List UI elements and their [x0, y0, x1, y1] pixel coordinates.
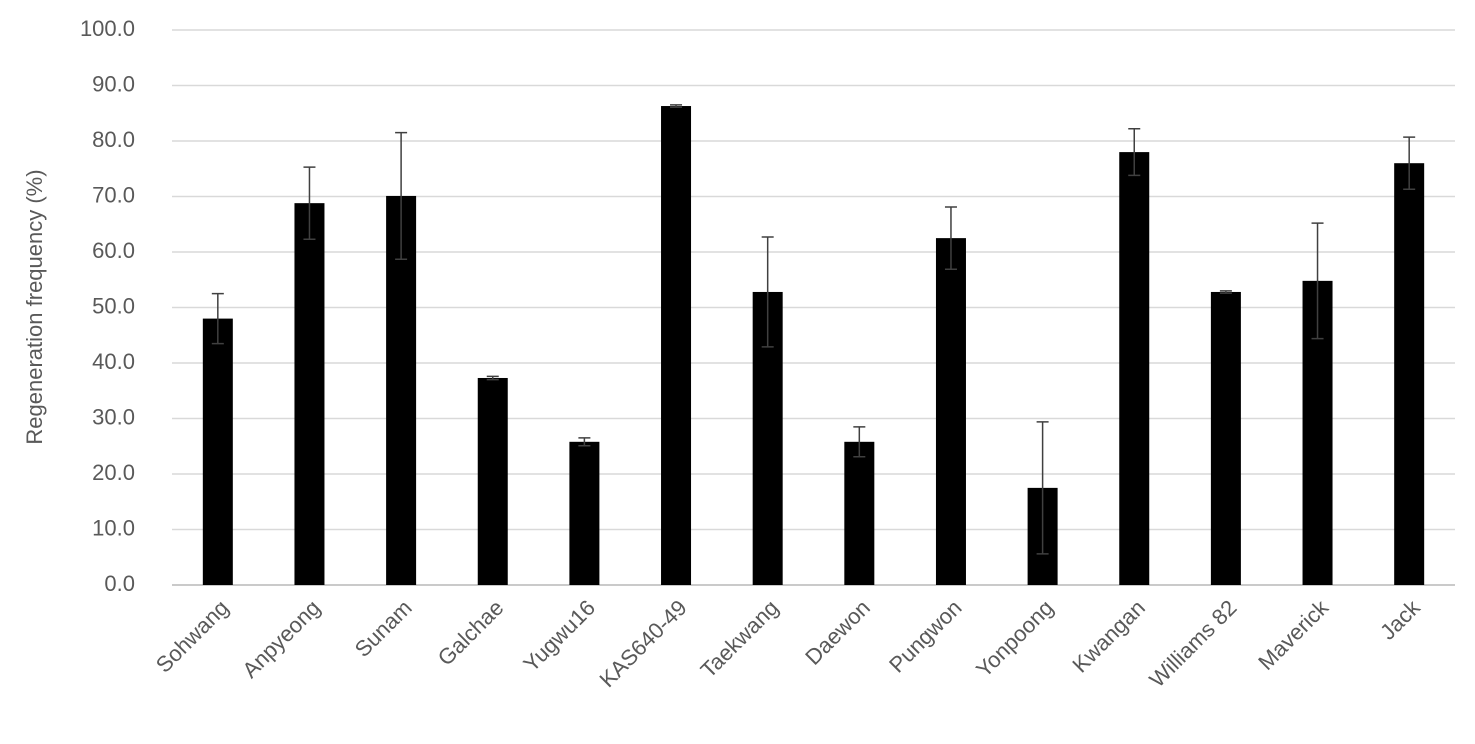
- x-tick-label: Williams 82: [1144, 595, 1241, 692]
- x-tick-label: Jack: [1375, 594, 1425, 644]
- bar: [202, 318, 233, 585]
- x-tick-label: Anpyeong: [237, 595, 325, 683]
- y-tick-label: 0.0: [104, 571, 135, 596]
- y-tick-label: 60.0: [92, 238, 135, 263]
- x-tick-label: Galchae: [433, 595, 509, 671]
- error-bar: [944, 206, 957, 270]
- y-tick-label: 80.0: [92, 127, 135, 152]
- error-bar: [1311, 222, 1324, 340]
- y-tick-label: 50.0: [92, 293, 135, 318]
- bar: [844, 441, 875, 585]
- x-tick-label: Yonpoong: [971, 595, 1058, 682]
- error-bar: [761, 236, 774, 348]
- bar: [569, 441, 600, 585]
- error-bar: [211, 292, 224, 345]
- bar: [1210, 291, 1241, 585]
- y-tick-label: 100.0: [80, 16, 135, 41]
- error-bar: [303, 166, 316, 240]
- error-bar: [578, 437, 591, 447]
- error-bar: [853, 426, 866, 458]
- x-tick-label: Maverick: [1253, 594, 1334, 675]
- y-tick-label: 40.0: [92, 349, 135, 374]
- bar: [386, 195, 417, 585]
- y-tick-label: 10.0: [92, 515, 135, 540]
- bar: [935, 238, 966, 585]
- y-tick-label: 30.0: [92, 404, 135, 429]
- error-bar: [1036, 421, 1049, 555]
- error-bar: [1403, 136, 1416, 191]
- bar: [661, 106, 692, 585]
- error-bar: [1219, 290, 1232, 294]
- error-bar: [395, 131, 408, 260]
- y-tick-label: 90.0: [92, 71, 135, 96]
- y-axis-label: Regeneration frequency (%): [22, 169, 47, 444]
- y-tick-label: 70.0: [92, 182, 135, 207]
- x-tick-label: Sohwang: [151, 595, 234, 678]
- x-tick-label: Taekwang: [696, 595, 784, 683]
- bar: [477, 377, 508, 585]
- error-bar: [670, 104, 683, 108]
- x-tick-label: Kwangan: [1067, 595, 1150, 678]
- x-tick-label: Pungwon: [884, 595, 967, 678]
- x-tick-label: KAS640-49: [594, 595, 691, 692]
- x-tick-label: Sunam: [350, 595, 417, 662]
- y-tick-label: 20.0: [92, 460, 135, 485]
- x-tick-label: Yugwu16: [518, 595, 600, 677]
- error-bar: [1128, 128, 1141, 177]
- error-bar: [486, 375, 499, 381]
- bar: [1119, 152, 1150, 585]
- bar: [1394, 163, 1425, 585]
- bar: [294, 203, 325, 585]
- x-tick-label: Daewon: [800, 595, 875, 670]
